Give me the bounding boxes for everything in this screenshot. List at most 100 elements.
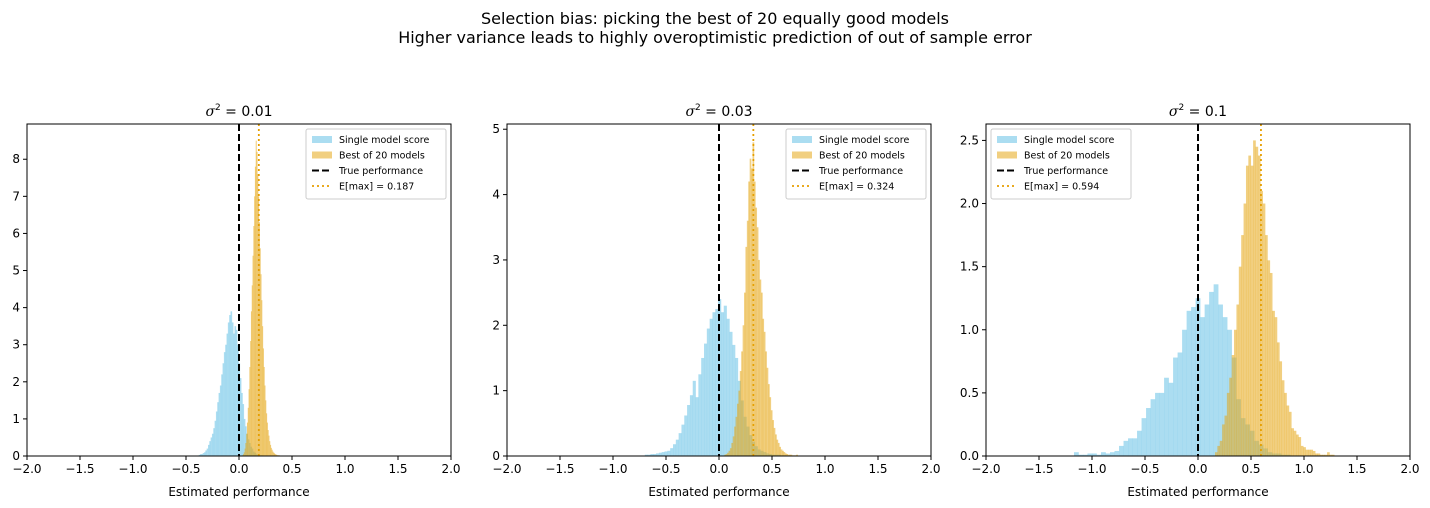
histogram-bar (653, 454, 657, 456)
histogram-bar (1110, 452, 1115, 456)
histogram-bar (1255, 146, 1259, 456)
histogram-bar (1327, 452, 1330, 456)
y-tick-label: 1 (492, 384, 500, 398)
x-tick-label: 1.0 (815, 462, 834, 476)
legend-label: E[max] = 0.187 (339, 182, 414, 193)
histogram-bar (673, 444, 677, 456)
histogram-bar (738, 390, 741, 456)
figure-suptitle-line1: Selection bias: picking the best of 20 e… (480, 9, 950, 28)
histogram-bar (773, 427, 776, 456)
y-tick-label: 4 (12, 301, 20, 315)
histogram-bar (732, 436, 735, 456)
histogram-bar (1146, 408, 1151, 456)
x-tick-label: 0.5 (762, 462, 781, 476)
histogram-bar (1214, 452, 1218, 456)
histogram-bar (1329, 454, 1333, 456)
histogram-bar (1296, 434, 1299, 456)
histogram-bar (728, 450, 731, 456)
histogram-bar (211, 433, 214, 456)
y-tick-label: 3 (492, 253, 500, 267)
subplot-title: σ2 = 0.1 (1169, 103, 1227, 120)
histogram-bar (1159, 392, 1165, 456)
legend-label: E[max] = 0.324 (819, 182, 894, 193)
histogram-bar (244, 448, 246, 456)
histogram-bar (1236, 304, 1240, 456)
histogram-bar (1119, 445, 1124, 456)
histogram-bar (1222, 317, 1228, 456)
histogram-bar (739, 371, 742, 456)
histogram-bar (242, 454, 245, 456)
title-value: = 0.1 (1184, 104, 1227, 120)
histogram-bar (272, 451, 274, 456)
histogram-bar (789, 454, 791, 456)
histogram-bar (1128, 438, 1133, 456)
x-tick-label: 0.0 (1188, 462, 1207, 476)
histogram-bar (1168, 382, 1174, 456)
histogram-bar (1137, 430, 1142, 456)
histogram-bar (261, 300, 263, 456)
histogram-bar (249, 366, 251, 456)
x-axis-label: Estimated performance (168, 485, 309, 499)
histogram-bar (729, 448, 732, 456)
histogram-bar (775, 434, 777, 456)
x-tick-label: 1.5 (388, 462, 407, 476)
histogram-bar (704, 343, 708, 456)
histogram-bar (1182, 329, 1187, 456)
y-tick-label: 0.5 (960, 386, 979, 400)
title-value: = 0.01 (221, 104, 273, 120)
legend-frame (990, 128, 1132, 200)
histogram-bar (1253, 140, 1256, 456)
histogram-bar (213, 428, 215, 456)
histogram-bar (1204, 304, 1210, 456)
x-tick-label: −1.0 (1077, 462, 1106, 476)
histogram-best-of-20 (724, 142, 798, 456)
histogram-best-of-20 (242, 140, 285, 456)
histogram-bar (246, 422, 249, 456)
x-tick-label: 1.5 (868, 462, 887, 476)
histogram-bar (724, 454, 727, 456)
histogram-bar (1155, 392, 1160, 456)
histogram-bar (202, 453, 205, 456)
histogram-bar (1274, 317, 1278, 456)
histogram-bar (245, 426, 247, 456)
histogram-bar (765, 351, 767, 456)
histogram-bar (1303, 447, 1306, 456)
histogram-bar (782, 450, 784, 456)
x-axis-label: Estimated performance (1127, 485, 1268, 499)
histogram-bar (723, 305, 727, 456)
histogram-bar (1281, 380, 1285, 456)
y-tick-label: 2 (492, 318, 500, 332)
histogram-bar (780, 449, 783, 456)
x-tick-label: −2.0 (492, 462, 521, 476)
histogram-bar (229, 315, 231, 456)
histogram-bar (1260, 190, 1263, 456)
histogram-bar (1123, 440, 1129, 456)
histogram-bar (273, 453, 276, 456)
histogram-bar (200, 454, 202, 456)
histogram-bar (712, 312, 716, 456)
histogram-bar (260, 274, 262, 456)
title-exponent: 2 (215, 103, 221, 113)
x-tick-label: −2.0 (971, 462, 1000, 476)
histogram-bar (1101, 452, 1106, 456)
histogram-bar (1267, 260, 1271, 456)
histogram-bar (251, 285, 253, 456)
histogram-bar (1300, 445, 1304, 456)
histogram-bar (243, 418, 246, 456)
histogram-bar (1141, 418, 1147, 456)
legend-swatch-single (792, 136, 812, 143)
legend-swatch-best (792, 151, 812, 159)
y-tick-label: 4 (492, 188, 500, 202)
histogram-bar (245, 443, 247, 456)
histogram-bar (786, 454, 789, 456)
histogram-bar (270, 447, 272, 456)
legend-frame (785, 128, 927, 200)
plot-area (198, 124, 285, 456)
histogram-bar (235, 329, 238, 456)
histogram-bar (1298, 437, 1302, 456)
subplot-2: −2.0 −1.5 −1.0 −0.5 0.0 0.5 1.0 1.5 2.0 0 1 2 3 4 5 Est… (492, 103, 940, 499)
y-tick-label: 2.5 (960, 133, 979, 147)
histogram-bar (234, 326, 237, 456)
histogram-bar (687, 405, 691, 456)
histogram-bar (263, 366, 265, 456)
